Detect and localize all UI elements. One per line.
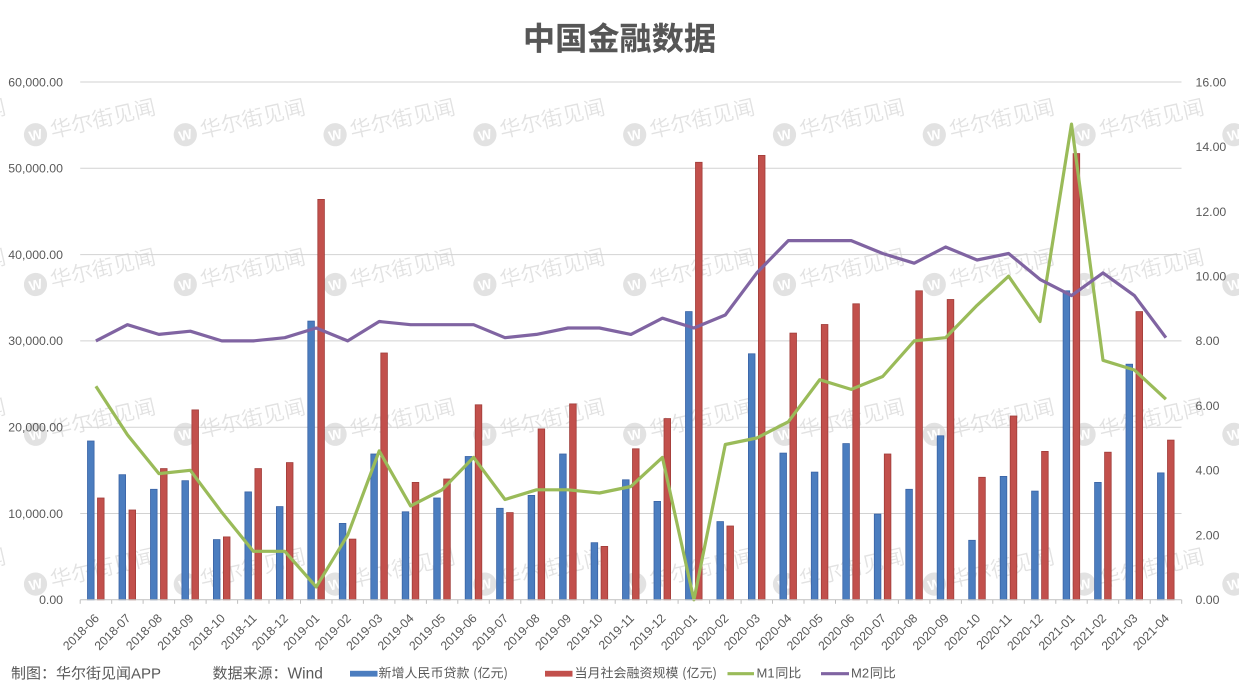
svg-text:4.00: 4.00 [1196, 464, 1220, 478]
svg-text:M1: M1 [757, 666, 775, 681]
svg-text:10.00: 10.00 [1196, 270, 1227, 284]
svg-text:20,000.00: 20,000.00 [8, 421, 63, 435]
svg-text:0.00: 0.00 [1196, 593, 1220, 607]
svg-text:12.00: 12.00 [1196, 205, 1227, 219]
svg-text:10,000.00: 10,000.00 [8, 507, 63, 521]
svg-text:6.00: 6.00 [1196, 399, 1220, 413]
svg-text:M2: M2 [851, 666, 869, 681]
svg-text:0.00: 0.00 [39, 593, 63, 607]
svg-text:60,000.00: 60,000.00 [8, 75, 63, 89]
svg-text:2.00: 2.00 [1196, 528, 1220, 542]
svg-text:8.00: 8.00 [1196, 334, 1220, 348]
svg-text:Wind: Wind [288, 666, 323, 683]
svg-text:16.00: 16.00 [1196, 75, 1227, 89]
svg-text:40,000.00: 40,000.00 [8, 248, 63, 262]
svg-text:50,000.00: 50,000.00 [8, 162, 63, 176]
svg-text:30,000.00: 30,000.00 [8, 334, 63, 348]
svg-text:14.00: 14.00 [1196, 140, 1227, 154]
svg-text:APP: APP [131, 666, 161, 683]
